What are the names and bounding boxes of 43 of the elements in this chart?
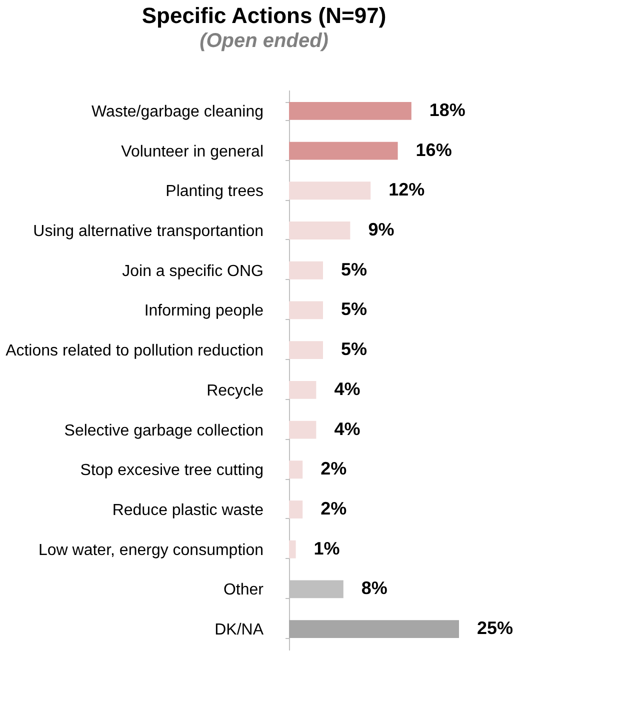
bar (289, 500, 303, 518)
chart-title: Specific Actions (N=97) (142, 3, 386, 28)
bar (289, 102, 412, 120)
y-tick-label: Low water, energy consumption (38, 542, 264, 559)
bar (289, 222, 350, 240)
bar (289, 182, 371, 200)
data-label: 2% (320, 498, 347, 518)
data-label: 18% (429, 100, 466, 120)
bar (289, 420, 316, 439)
data-label: 5% (341, 339, 368, 360)
y-tick-label: Volunteer in general (121, 143, 264, 160)
y-tick-label: Actions related to pollution reduction (6, 342, 264, 360)
bar (289, 380, 316, 399)
data-label: 4% (334, 418, 360, 439)
data-label: 1% (314, 538, 340, 558)
data-label: 2% (320, 458, 347, 479)
data-label: 4% (334, 378, 360, 399)
y-tick-label: Using alternative transportantion (33, 223, 264, 240)
bar (289, 301, 323, 320)
y-tick-label: Informing people (144, 302, 264, 320)
data-label: 16% (416, 140, 452, 160)
y-tick-label: Selective garbage collection (64, 422, 264, 440)
bar (289, 261, 323, 280)
data-label: 9% (368, 220, 394, 240)
y-tick-label: Other (223, 582, 264, 599)
data-label: 8% (361, 578, 388, 598)
bar (289, 460, 303, 479)
data-label: 5% (341, 299, 368, 320)
bar (289, 142, 398, 160)
y-tick-label: Waste/garbage cleaning (92, 103, 264, 120)
y-tick-label: Stop excesive tree cutting (80, 462, 264, 480)
data-label: 25% (477, 618, 514, 638)
y-tick-label: Planting trees (166, 183, 264, 200)
bar (289, 620, 459, 638)
bar (289, 341, 323, 360)
y-tick-label: Recycle (206, 382, 264, 400)
y-tick-label: Reduce plastic waste (112, 502, 264, 519)
data-label: 5% (341, 259, 368, 280)
y-tick-label: DK/NA (214, 622, 264, 639)
y-tick-label: Join a specific ONG (122, 262, 264, 280)
data-label: 12% (388, 180, 425, 200)
bar (289, 540, 296, 558)
chart-subtitle: (Open ended) (200, 30, 329, 52)
